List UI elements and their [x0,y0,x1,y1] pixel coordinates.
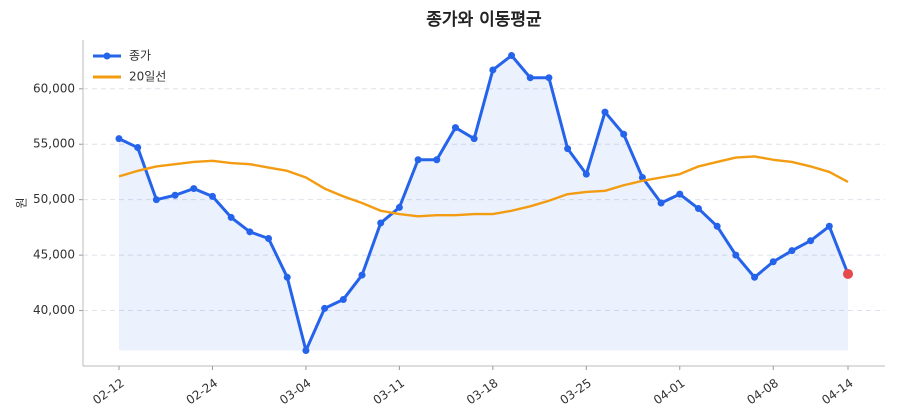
point [433,156,441,164]
chart-title: 종가와 이동평균 [426,10,542,30]
line-path [118,155,849,218]
point [807,237,815,245]
x-tick-label: 03-18 [464,376,501,407]
point [171,191,179,199]
point [545,74,553,82]
point [339,295,347,303]
area-fill [119,55,848,351]
point [414,156,422,164]
point [564,145,572,153]
point [395,203,403,211]
line-path [118,54,850,352]
point [227,213,235,221]
x-tick-label: 03-25 [557,376,594,407]
legend-label: 종가 [129,49,151,63]
point [377,219,385,227]
point [825,222,833,230]
point [788,247,796,255]
point [638,173,646,181]
point [115,135,123,143]
x-tick-label: 04-14 [819,376,856,407]
y-tick-label: 60,000 [33,81,75,95]
point [751,273,759,281]
x-tick-label: 02-24 [184,376,221,407]
point [508,52,516,60]
y-axis-label: 원 [15,197,29,208]
x-tick-label: 04-08 [744,376,781,407]
point [152,196,160,204]
point [676,190,684,198]
point [190,185,198,193]
point [302,346,310,354]
point [134,144,142,152]
point [526,74,534,82]
legend-marker [103,52,111,60]
point [358,271,366,279]
x-tick-label: 03-04 [277,376,314,407]
point [246,228,254,236]
point [843,268,853,279]
point [470,135,478,143]
point [489,66,497,74]
point [732,251,740,259]
x-tick-label: 02-12 [90,376,127,407]
point [694,205,702,213]
point [283,273,291,281]
point [582,170,590,178]
point [769,258,777,266]
x-tick-label: 03-11 [371,376,408,407]
point [713,222,721,230]
y-tick-label: 55,000 [33,137,75,151]
legend-label: 20일선 [129,70,166,84]
x-tick-label: 04-01 [651,376,688,407]
y-tick-label: 40,000 [33,303,75,317]
point [601,108,609,116]
point [321,304,329,312]
point [620,130,628,138]
point [657,199,665,207]
point [265,234,273,242]
point [451,124,459,132]
point [208,192,216,200]
y-tick-label: 50,000 [33,192,75,206]
y-tick-label: 45,000 [33,248,75,262]
